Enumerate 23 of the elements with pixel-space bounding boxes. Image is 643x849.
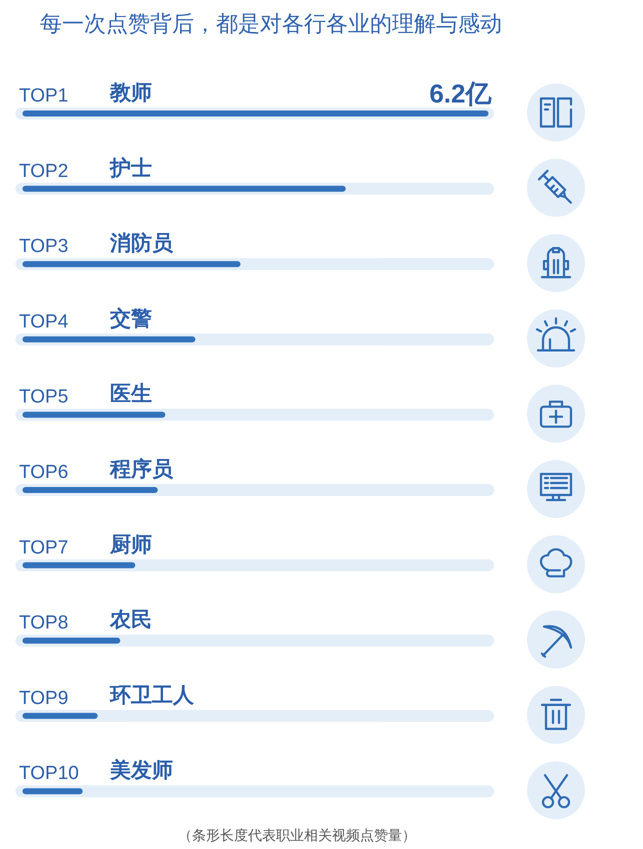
data-label: 6.2亿 bbox=[429, 78, 492, 108]
chart-title: 每一次点赞背后，都是对各行各业的理解与感动 bbox=[40, 11, 502, 36]
y-tick-label: 农民 bbox=[109, 608, 152, 632]
annotation: TOP5 bbox=[19, 386, 68, 408]
y-tick-label: 环卫工人 bbox=[109, 684, 195, 707]
y-tick-label: 厨师 bbox=[109, 533, 152, 556]
y-tick-label: 护士 bbox=[109, 156, 152, 180]
text: （条形长度代表职业相关视频点赞量） bbox=[178, 827, 416, 843]
y-tick-label: 交警 bbox=[109, 306, 152, 330]
annotation: TOP8 bbox=[19, 612, 68, 634]
annotation: TOP7 bbox=[19, 537, 68, 558]
annotation: TOP2 bbox=[19, 160, 68, 182]
y-tick-label: 医生 bbox=[110, 382, 152, 406]
y-tick-label: 程序员 bbox=[109, 457, 174, 481]
annotation: TOP6 bbox=[19, 462, 68, 483]
y-tick-label: 消防员 bbox=[109, 231, 174, 256]
annotation: TOP1 bbox=[19, 86, 68, 106]
annotation: TOP10 bbox=[19, 763, 79, 784]
y-tick-label: 教师 bbox=[109, 82, 152, 104]
annotation: TOP9 bbox=[19, 688, 68, 709]
y-tick-label: 美发师 bbox=[109, 758, 173, 782]
annotation: TOP4 bbox=[19, 311, 69, 332]
annotation: TOP3 bbox=[19, 236, 68, 258]
